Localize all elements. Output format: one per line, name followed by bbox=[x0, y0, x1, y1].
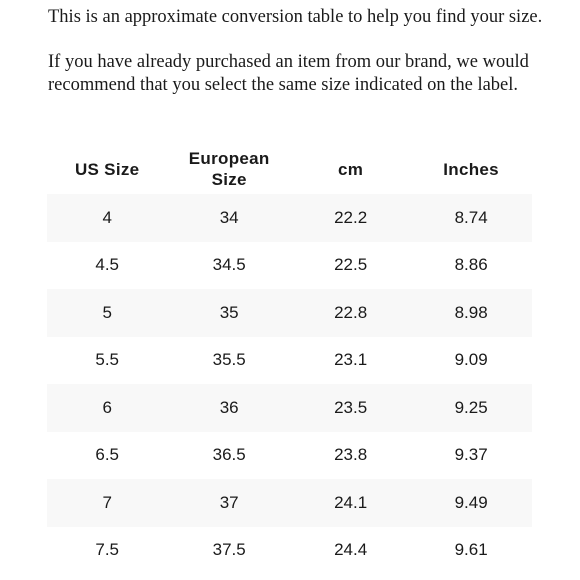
header-cm: cm bbox=[338, 159, 364, 179]
cell-european-size: 34 bbox=[167, 194, 291, 242]
table-row: 5.5 35.5 23.1 9.09 bbox=[47, 336, 532, 384]
table-row: 6 36 23.5 9.25 bbox=[47, 384, 532, 432]
cell-inches: 8.74 bbox=[410, 194, 532, 242]
cell-european-size: 34.5 bbox=[167, 241, 291, 289]
cell-us-size: 6 bbox=[47, 384, 168, 432]
intro-text: This is an approximate conversion table … bbox=[48, 6, 548, 119]
cell-inches: 9.37 bbox=[410, 431, 532, 479]
cell-cm: 23.5 bbox=[291, 384, 411, 432]
cell-us-size: 7.5 bbox=[47, 526, 168, 574]
cell-us-size: 4 bbox=[47, 194, 168, 242]
cell-cm: 22.5 bbox=[291, 241, 411, 289]
cell-us-size: 5 bbox=[47, 289, 168, 337]
table-row: 7 37 24.1 9.49 bbox=[47, 479, 532, 527]
cell-cm: 23.8 bbox=[291, 431, 411, 479]
table-row: 6.5 36.5 23.8 9.37 bbox=[47, 431, 532, 479]
table-row: 4.5 34.5 22.5 8.86 bbox=[47, 241, 532, 289]
cell-european-size: 35 bbox=[167, 289, 291, 337]
intro-paragraph-recommendation: If you have already purchased an item fr… bbox=[48, 52, 529, 95]
cell-inches: 9.09 bbox=[410, 336, 532, 384]
cell-european-size: 36 bbox=[167, 384, 291, 432]
cell-us-size: 4.5 bbox=[47, 241, 168, 289]
table-row: 4 34 22.2 8.74 bbox=[47, 194, 532, 242]
cell-inches: 8.86 bbox=[410, 241, 532, 289]
cell-european-size: 35.5 bbox=[167, 336, 291, 384]
cell-us-size: 5.5 bbox=[47, 336, 168, 384]
cell-inches: 9.61 bbox=[410, 526, 532, 574]
cell-european-size: 37.5 bbox=[167, 526, 291, 574]
cell-inches: 9.25 bbox=[410, 384, 532, 432]
cell-cm: 22.2 bbox=[291, 194, 411, 242]
cell-european-size: 36.5 bbox=[167, 431, 291, 479]
cell-cm: 24.1 bbox=[291, 479, 411, 527]
cell-cm: 22.8 bbox=[291, 289, 411, 337]
table-row: 7.5 37.5 24.4 9.61 bbox=[47, 526, 532, 574]
cell-cm: 23.1 bbox=[291, 336, 411, 384]
header-us-size: US Size bbox=[74, 159, 140, 179]
intro-paragraph-approximate: This is an approximate conversion table … bbox=[48, 7, 543, 27]
cell-us-size: 6.5 bbox=[47, 431, 168, 479]
size-conversion-table: US Size European Size cm Inches 4 34 22.… bbox=[47, 144, 532, 574]
cell-inches: 9.49 bbox=[410, 479, 532, 527]
cell-european-size: 37 bbox=[167, 479, 291, 527]
header-inches: Inches bbox=[443, 159, 499, 179]
cell-us-size: 7 bbox=[47, 479, 168, 527]
cell-cm: 24.4 bbox=[291, 526, 411, 574]
header-row: US Size European Size cm Inches bbox=[47, 144, 532, 194]
table-body: 4 34 22.2 8.74 4.5 34.5 22.5 8.86 5 35 2… bbox=[47, 194, 532, 574]
cell-inches: 8.98 bbox=[410, 289, 532, 337]
table-header: US Size European Size cm Inches bbox=[47, 144, 532, 194]
header-european-size: European Size bbox=[188, 149, 270, 189]
table-row: 5 35 22.8 8.98 bbox=[47, 289, 532, 337]
